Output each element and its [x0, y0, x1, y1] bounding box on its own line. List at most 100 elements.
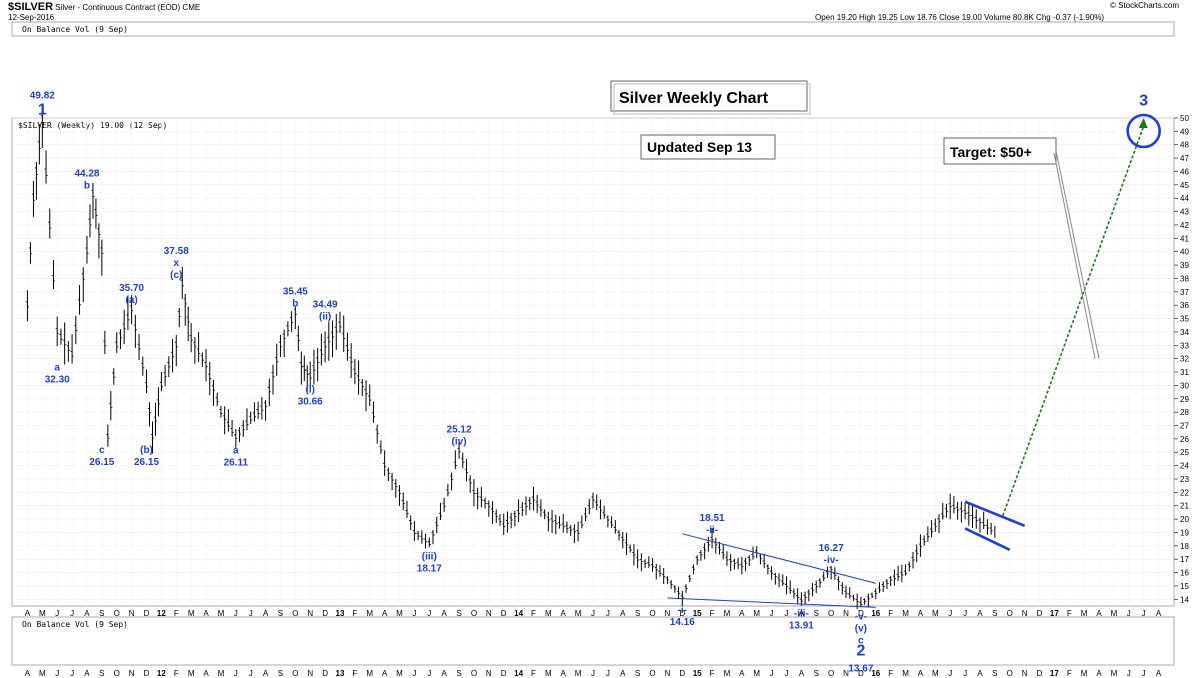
price-bar	[342, 315, 346, 353]
price-bar	[956, 501, 960, 520]
x-tick-label: S	[99, 609, 104, 618]
x-tick-label: 17	[1050, 669, 1059, 678]
price-bar	[106, 424, 110, 447]
price-bar	[305, 365, 309, 392]
price-bar	[546, 511, 550, 532]
price-bar	[580, 515, 584, 529]
price-bar	[691, 564, 696, 575]
price-bar	[717, 541, 722, 555]
price-bar	[502, 513, 506, 536]
price-bar	[610, 516, 614, 528]
price-bar	[911, 552, 915, 569]
x-tick-label: M	[575, 609, 582, 618]
x-axis-months: A M J J A S O N D 12 F M A M J J A S O N D 13 F M A M J J A S O N D 14 F M A…	[25, 609, 1162, 618]
price-bar	[810, 582, 815, 597]
updated-box: Updated Sep 13	[640, 134, 776, 160]
price-bar	[959, 501, 963, 523]
price-bar	[543, 509, 547, 520]
price-bar	[703, 543, 707, 560]
y-tick-label: 23	[1180, 475, 1189, 484]
wave-label: (a)35.70	[119, 283, 144, 306]
x-tick-label: J	[591, 609, 595, 618]
price-bar	[848, 587, 852, 599]
y-tick-label: 40	[1180, 248, 1189, 257]
x-tick-label: J	[963, 669, 967, 678]
x-tick-label: M	[724, 609, 731, 618]
wave-price: 14.16	[670, 617, 695, 628]
price-bar	[516, 499, 521, 523]
y-axis: 14 15 16 17 18 19 20 21 22 23 24 25 26 27 28 29 30 31 32 33…	[1174, 114, 1189, 604]
price-bar	[528, 497, 532, 511]
target-box: Target: $50+	[943, 137, 1057, 165]
x-tick-label: O	[292, 669, 298, 678]
x-tick-label: M	[1111, 609, 1118, 618]
chart-date: 12-Sep-2016	[8, 13, 55, 22]
x-tick-label: N	[486, 609, 492, 618]
price-bar	[509, 512, 513, 529]
price-bar	[375, 424, 379, 444]
y-tick-label: 44	[1180, 194, 1189, 203]
price-bar	[863, 598, 867, 605]
wave-price: 35.70	[119, 283, 144, 294]
x-tick-label: S	[814, 609, 819, 618]
price-bar	[676, 586, 681, 600]
wave-tag: 2	[856, 643, 865, 660]
price-bar	[394, 479, 398, 498]
x-tick-label: A	[382, 669, 388, 678]
price-bar	[112, 368, 116, 385]
wave-tag: (i)	[305, 385, 314, 396]
x-tick-label: A	[799, 609, 805, 618]
price-bar	[278, 334, 283, 358]
y-tick-label: 30	[1180, 381, 1189, 390]
price-bar	[662, 567, 666, 585]
x-tick-label: O	[471, 669, 477, 678]
x-tick-label: M	[902, 669, 909, 678]
price-bar	[550, 510, 554, 534]
price-bar	[647, 556, 651, 568]
price-bar	[159, 371, 163, 392]
price-bar	[944, 503, 949, 518]
x-tick-label: A	[441, 609, 447, 618]
x-tick-label: J	[427, 609, 431, 618]
price-bar	[260, 397, 264, 420]
x-tick-label: J	[1127, 669, 1131, 678]
wave-tag: 3	[1139, 92, 1148, 109]
x-tick-label: S	[456, 669, 461, 678]
price-bar	[293, 305, 297, 330]
x-tick-label: N	[129, 609, 135, 618]
x-tick-label: M	[396, 669, 403, 678]
price-bar	[483, 497, 487, 509]
price-bar	[103, 330, 107, 355]
x-tick-label: A	[620, 669, 626, 678]
x-tick-label: J	[948, 669, 952, 678]
wave-label: (iv)25.12	[447, 425, 472, 448]
price-bar	[866, 593, 870, 608]
wave-label: b35.45	[283, 287, 308, 310]
wave-tag: c	[858, 636, 864, 647]
price-bar	[836, 576, 841, 591]
chart-symbol: $SILVER Silver - Continuous Contract (EO…	[8, 1, 200, 13]
price-bar	[252, 402, 257, 422]
x-tick-label: A	[561, 669, 567, 678]
wave-label: -iv-16.27	[819, 543, 844, 566]
x-tick-label: 14	[514, 669, 523, 678]
x-tick-label: J	[412, 609, 416, 618]
price-bar	[226, 409, 230, 432]
x-tick-label: A	[203, 609, 209, 618]
x-tick-label: A	[1096, 669, 1102, 678]
x-tick-label: A	[739, 669, 745, 678]
wave-tag: (iv)	[452, 437, 467, 448]
wave-annotations: 149.82a32.30b44.28c26.15(a)35.70(b)26.15…	[30, 90, 1161, 675]
wave-3-circle	[1126, 113, 1161, 149]
x-tick-label: J	[55, 609, 59, 618]
x-tick-label: J	[249, 669, 253, 678]
lower-trendline	[667, 597, 876, 608]
price-bar	[55, 316, 59, 347]
price-bar	[196, 332, 201, 363]
x-tick-label: F	[710, 609, 715, 618]
title-box: Silver Weekly Chart	[610, 80, 811, 115]
x-tick-label: M	[932, 669, 939, 678]
x-tick-label: D	[501, 609, 507, 618]
x-tick-label: F	[710, 669, 715, 678]
wave-tag: -iii-	[794, 609, 809, 620]
